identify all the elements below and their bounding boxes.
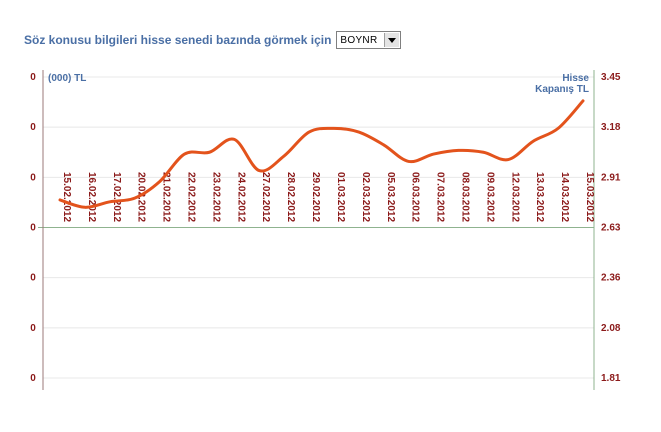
right-axis-title-line2: Kapanış TL — [535, 84, 589, 95]
date-tick-label: 05.03.2012 — [385, 172, 396, 222]
date-tick-label: 14.03.2012 — [559, 172, 570, 222]
left-axis-tick-label: 0 — [30, 273, 36, 284]
date-tick-label: 29.02.2012 — [310, 172, 321, 222]
right-axis-tick-label: 3.18 — [601, 122, 621, 133]
date-tick-label: 21.02.2012 — [161, 172, 172, 222]
right-axis-ticks: 3.45 3.18 2.91 2.63 2.36 2.08 1.81 — [601, 72, 621, 384]
date-tick-label: 28.02.2012 — [285, 172, 296, 222]
date-tick-label: 13.03.2012 — [534, 172, 545, 222]
right-axis-tick-label: 2.91 — [601, 172, 621, 183]
date-tick-label: 27.02.2012 — [260, 172, 271, 222]
left-axis-tick-label: 0 — [30, 172, 36, 183]
date-tick-label: 15.02.2012 — [61, 172, 72, 222]
left-axis-title: (000) TL — [48, 73, 86, 84]
date-tick-label: 24.02.2012 — [235, 172, 246, 222]
date-tick-label: 09.03.2012 — [484, 172, 495, 222]
date-tick-label: 07.03.2012 — [435, 172, 446, 222]
chevron-down-icon[interactable] — [384, 33, 400, 47]
date-labels: 15.02.2012 16.02.2012 17.02.2012 20.02.2012… — [61, 172, 595, 222]
price-series-line — [58, 99, 585, 209]
left-axis-tick-label: 0 — [30, 323, 36, 334]
stock-selector-label: Söz konusu bilgileri hisse senedi bazınd… — [24, 33, 332, 47]
right-axis-tick-label: 1.81 — [601, 373, 621, 384]
date-tick-label: 06.03.2012 — [410, 172, 421, 222]
left-axis-tick-label: 0 — [30, 223, 36, 234]
date-tick-label: 17.02.2012 — [111, 172, 122, 222]
date-tick-label: 02.03.2012 — [360, 172, 371, 222]
date-tick-label: 23.02.2012 — [210, 172, 221, 222]
right-axis-title-line1: Hisse — [562, 73, 589, 84]
right-axis-tick-label: 3.45 — [601, 72, 621, 83]
date-tick-label: 12.03.2012 — [509, 172, 520, 222]
date-tick-label: 15.03.2012 — [584, 172, 595, 222]
stock-select[interactable]: BOYNR — [336, 31, 402, 49]
date-tick-label: 08.03.2012 — [459, 172, 470, 222]
left-axis-ticks: 0 0 0 0 0 0 0 — [30, 72, 36, 384]
grid-layer — [38, 76, 594, 379]
right-axis-tick-label: 2.08 — [601, 323, 621, 334]
right-axis-tick-label: 2.36 — [601, 273, 621, 284]
stock-select-value: BOYNR — [340, 34, 378, 46]
stock-selector-row: Söz konusu bilgileri hisse senedi bazınd… — [24, 30, 402, 50]
left-axis-tick-label: 0 — [30, 72, 36, 83]
date-tick-label: 20.02.2012 — [136, 172, 147, 222]
right-axis-tick-label: 2.63 — [601, 223, 621, 234]
left-axis-tick-label: 0 — [30, 122, 36, 133]
date-tick-label: 16.02.2012 — [86, 172, 97, 222]
date-tick-label: 01.03.2012 — [335, 172, 346, 222]
date-tick-label: 22.02.2012 — [186, 172, 197, 222]
left-axis-tick-label: 0 — [30, 373, 36, 384]
